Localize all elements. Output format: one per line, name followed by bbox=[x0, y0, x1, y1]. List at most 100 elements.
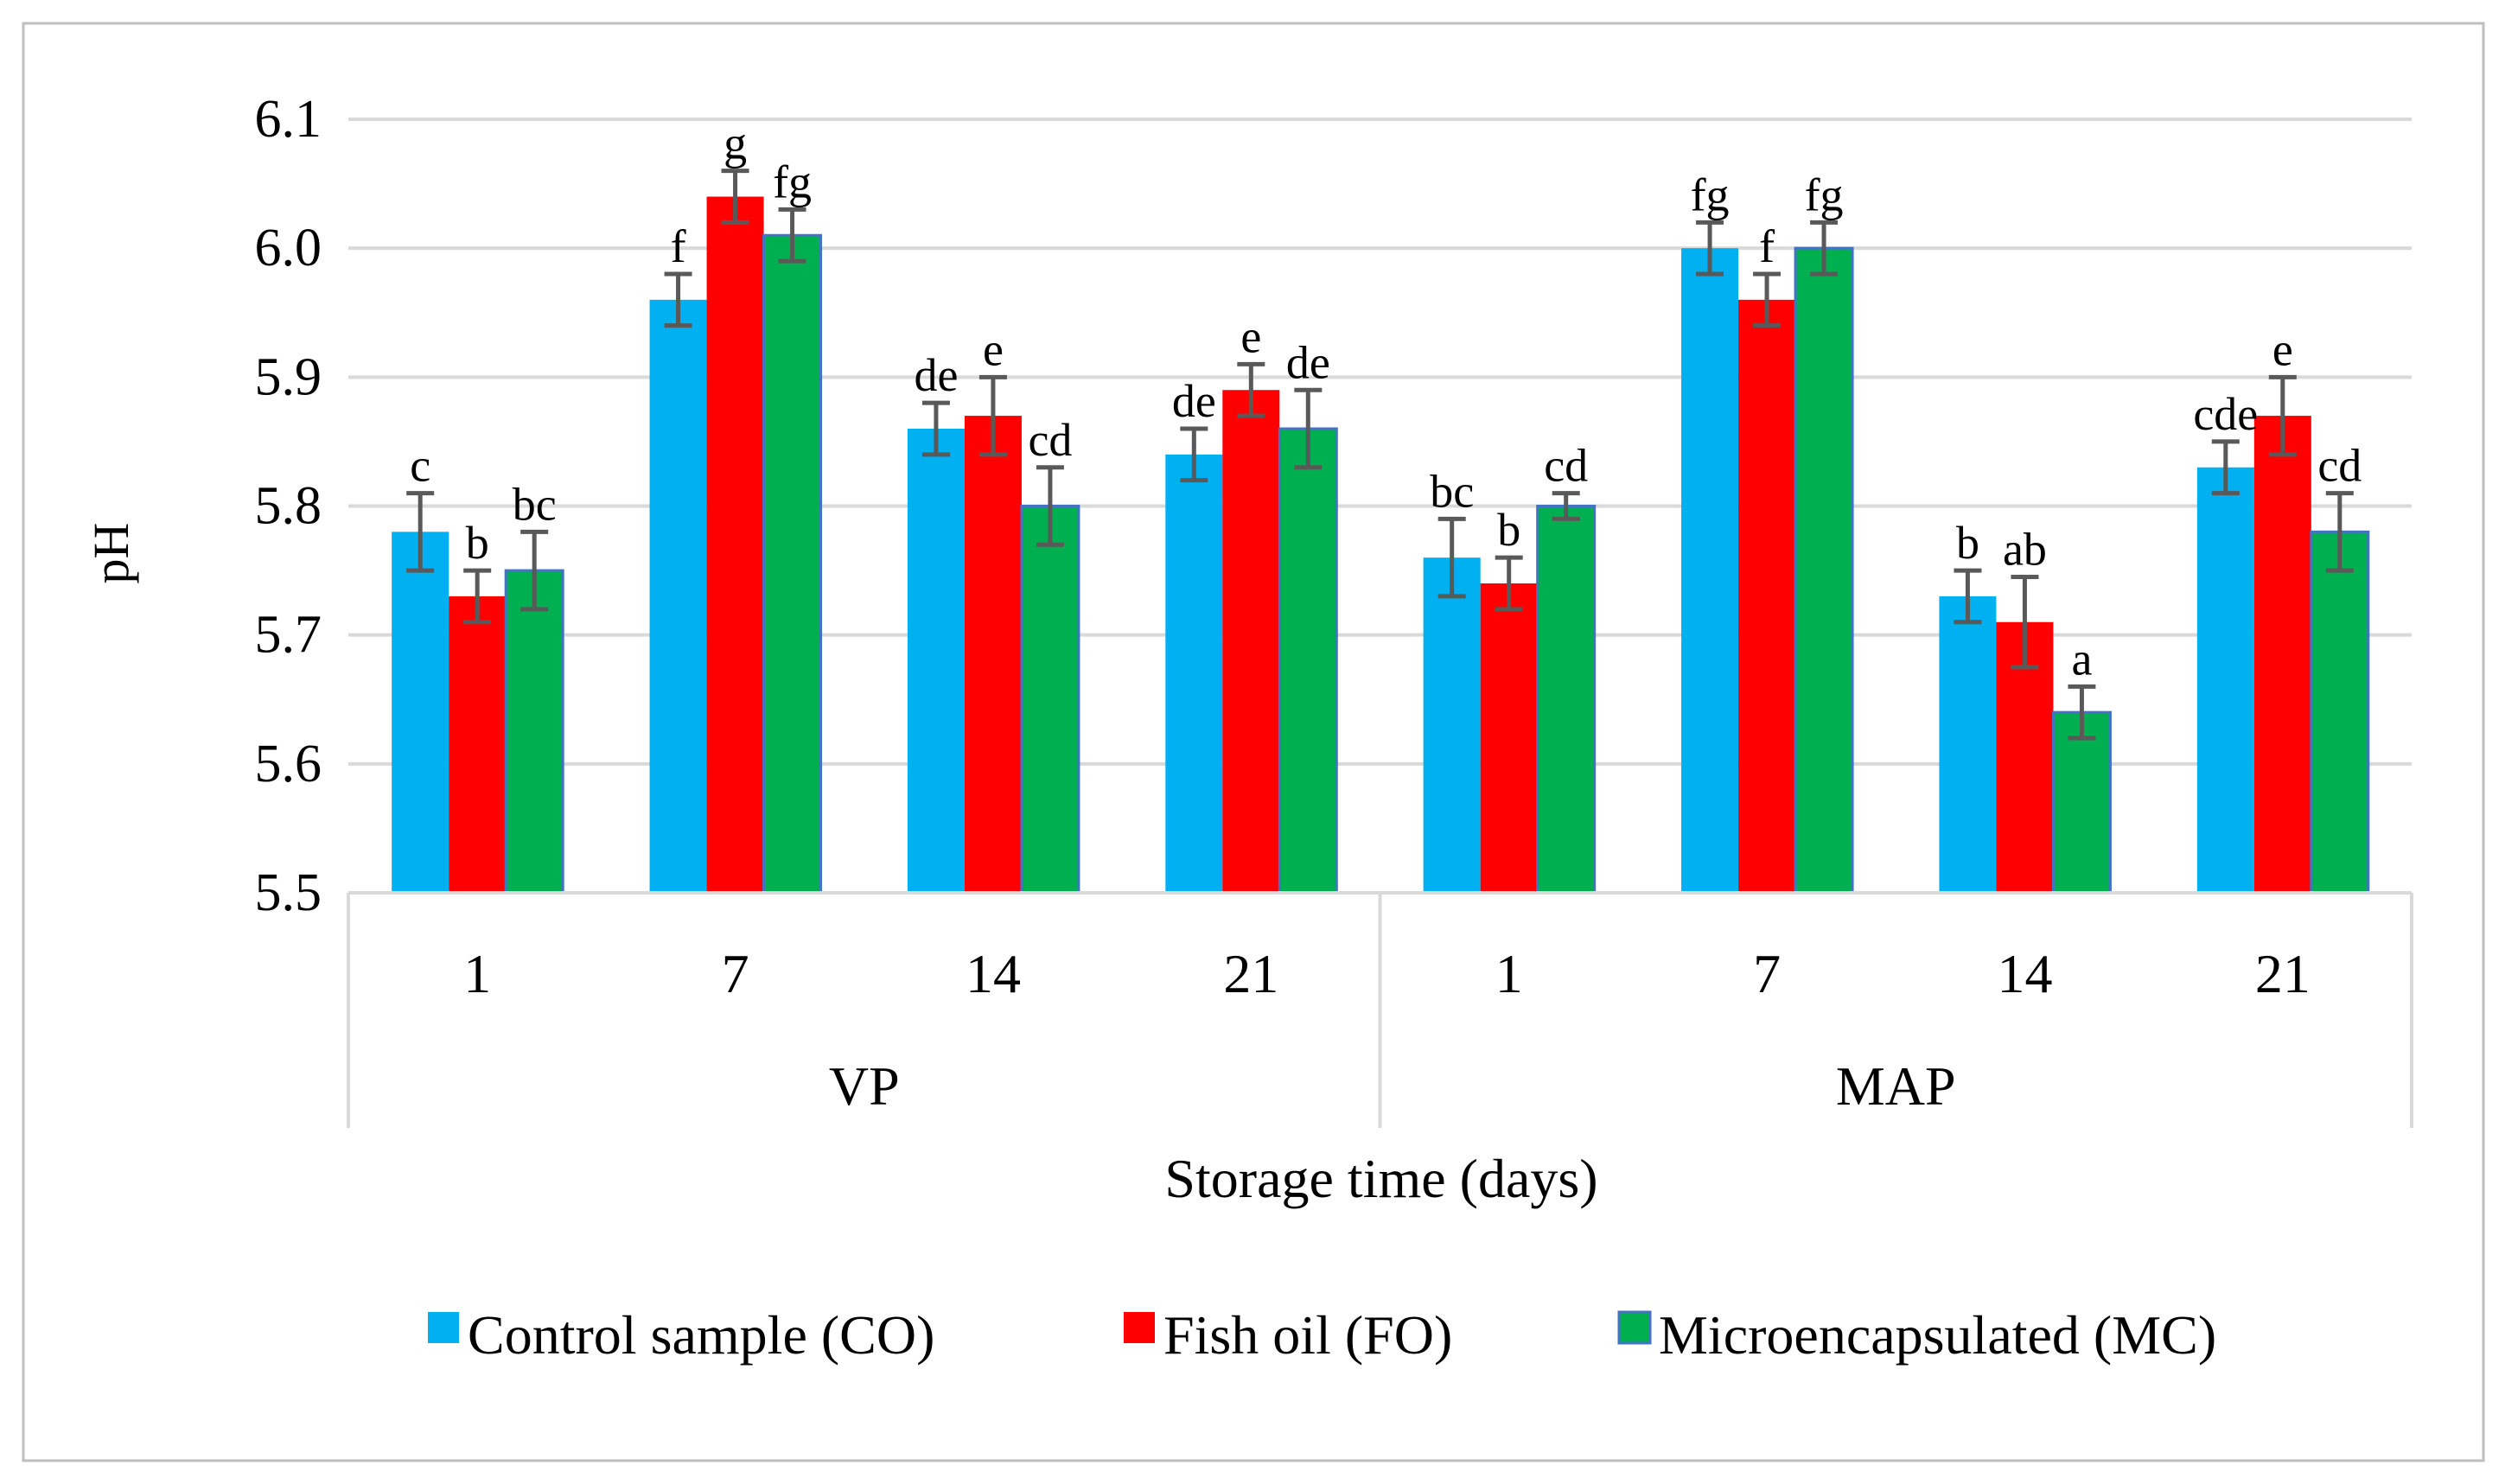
x-group-label: MAP bbox=[1836, 1055, 1956, 1117]
significance-letter: g bbox=[723, 118, 747, 169]
error-bar bbox=[1237, 361, 1265, 418]
x-axis: 1 7 14 21 1 7 14 21 VP MAP bbox=[347, 891, 2413, 1128]
significance-letter: b bbox=[1956, 517, 1979, 569]
legend-item: Control sample (CO) bbox=[428, 1304, 934, 1366]
x-tick-label: 21 bbox=[1223, 943, 1278, 1004]
significance-letter: e bbox=[983, 323, 1004, 375]
error-bar bbox=[921, 400, 950, 457]
significance-letter: fg bbox=[1691, 169, 1730, 220]
error-bar bbox=[2068, 684, 2096, 741]
x-axis-label: Storage time (days) bbox=[1164, 1148, 1597, 1209]
significance-letter: cde bbox=[2193, 388, 2258, 440]
x-group-label: VP bbox=[829, 1055, 900, 1117]
significance-letter: fg bbox=[1805, 169, 1844, 220]
significance-letter: f bbox=[1759, 220, 1775, 272]
bar bbox=[1278, 427, 1338, 895]
significance-letter: de bbox=[1172, 375, 1216, 427]
significance-letter: bc bbox=[513, 478, 557, 530]
legend-label: Fish oil (FO) bbox=[1163, 1304, 1452, 1366]
bar bbox=[1939, 596, 1997, 893]
error-bar bbox=[463, 568, 492, 625]
significance-letter: ab bbox=[2003, 524, 2047, 576]
error-bar bbox=[978, 374, 1007, 457]
bar bbox=[1681, 248, 1739, 894]
x-tick-label: 14 bbox=[966, 943, 1021, 1004]
significance-letter: cd bbox=[2317, 440, 2362, 492]
error-bar bbox=[721, 169, 749, 225]
error-bar bbox=[2268, 374, 2297, 457]
significance-letters: c f de de bc fg b cde b g e e b f ab e bc fg cd de cd fg a cd bbox=[410, 118, 2362, 685]
significance-letter: cd bbox=[1028, 414, 1072, 466]
bar bbox=[1222, 390, 1280, 893]
bar bbox=[504, 569, 564, 895]
bar bbox=[706, 196, 764, 893]
bar bbox=[1738, 299, 1796, 893]
legend-swatch bbox=[1124, 1312, 1155, 1343]
y-tick-label: 5.7 bbox=[255, 606, 322, 665]
error-bar bbox=[1810, 220, 1839, 277]
error-bar bbox=[1696, 220, 1724, 277]
y-tick-label: 5.8 bbox=[255, 477, 322, 536]
legend-label: Microencapsulated (MC) bbox=[1659, 1304, 2216, 1366]
bar bbox=[1480, 583, 1538, 893]
x-tick-label: 7 bbox=[1753, 943, 1781, 1004]
y-tick-label: 5.5 bbox=[255, 863, 322, 922]
error-bar bbox=[664, 271, 692, 328]
legend: Control sample (CO) Fish oil (FO) Microenc… bbox=[428, 1304, 2216, 1366]
bar bbox=[392, 532, 449, 893]
bar bbox=[2310, 530, 2370, 895]
error-bars bbox=[406, 169, 2354, 741]
significance-letter: c bbox=[410, 440, 430, 492]
bar bbox=[1794, 246, 1854, 895]
error-bar bbox=[1180, 426, 1208, 483]
bar bbox=[1165, 454, 1223, 893]
error-bar bbox=[406, 491, 435, 573]
error-bar bbox=[1552, 491, 1580, 521]
significance-letter: a bbox=[2071, 633, 2092, 685]
significance-letter: b bbox=[1497, 504, 1520, 556]
bar bbox=[649, 299, 707, 893]
significance-letter: e bbox=[1240, 310, 1261, 362]
bar bbox=[907, 429, 965, 893]
bar bbox=[964, 416, 1022, 893]
error-bar bbox=[1294, 387, 1323, 470]
significance-letter: bc bbox=[1430, 465, 1474, 517]
y-tick-label: 6.0 bbox=[255, 219, 322, 277]
legend-label: Control sample (CO) bbox=[468, 1304, 934, 1366]
error-bar bbox=[2011, 575, 2039, 670]
error-bar bbox=[1036, 465, 1064, 547]
legend-swatch bbox=[1617, 1310, 1652, 1345]
significance-letter: b bbox=[466, 517, 489, 569]
error-bar bbox=[778, 207, 806, 264]
y-axis-tick-labels: 5.5 5.6 5.7 5.8 5.9 6.0 6.1 bbox=[255, 90, 322, 922]
x-tick-label: 7 bbox=[722, 943, 749, 1004]
significance-letter: cd bbox=[1544, 440, 1588, 492]
error-bar bbox=[1954, 568, 1982, 625]
significance-letter: f bbox=[671, 220, 686, 272]
error-bar bbox=[520, 529, 549, 612]
significance-letter: e bbox=[2272, 323, 2293, 375]
y-tick-label: 5.6 bbox=[255, 735, 322, 793]
bar bbox=[1423, 557, 1481, 893]
bar bbox=[762, 233, 823, 895]
y-axis-label: pH bbox=[83, 523, 139, 584]
x-tick-label: 1 bbox=[463, 943, 491, 1004]
y-tick-label: 5.9 bbox=[255, 347, 322, 406]
y-tick-label: 6.1 bbox=[255, 90, 322, 149]
bar bbox=[2196, 467, 2254, 893]
error-bar bbox=[2211, 439, 2240, 496]
error-bar bbox=[2325, 491, 2354, 573]
x-tick-label: 1 bbox=[1495, 943, 1523, 1004]
bar bbox=[1020, 505, 1080, 895]
bar bbox=[2253, 416, 2311, 893]
error-bar bbox=[1437, 516, 1466, 599]
significance-letter: fg bbox=[773, 156, 812, 207]
x-tick-label: 14 bbox=[1997, 943, 2052, 1004]
bar bbox=[1536, 505, 1597, 895]
significance-letter: de bbox=[1286, 336, 1330, 388]
legend-swatch bbox=[428, 1312, 459, 1343]
significance-letter: de bbox=[914, 349, 958, 401]
bar bbox=[449, 596, 507, 893]
legend-item: Fish oil (FO) bbox=[1124, 1304, 1452, 1366]
